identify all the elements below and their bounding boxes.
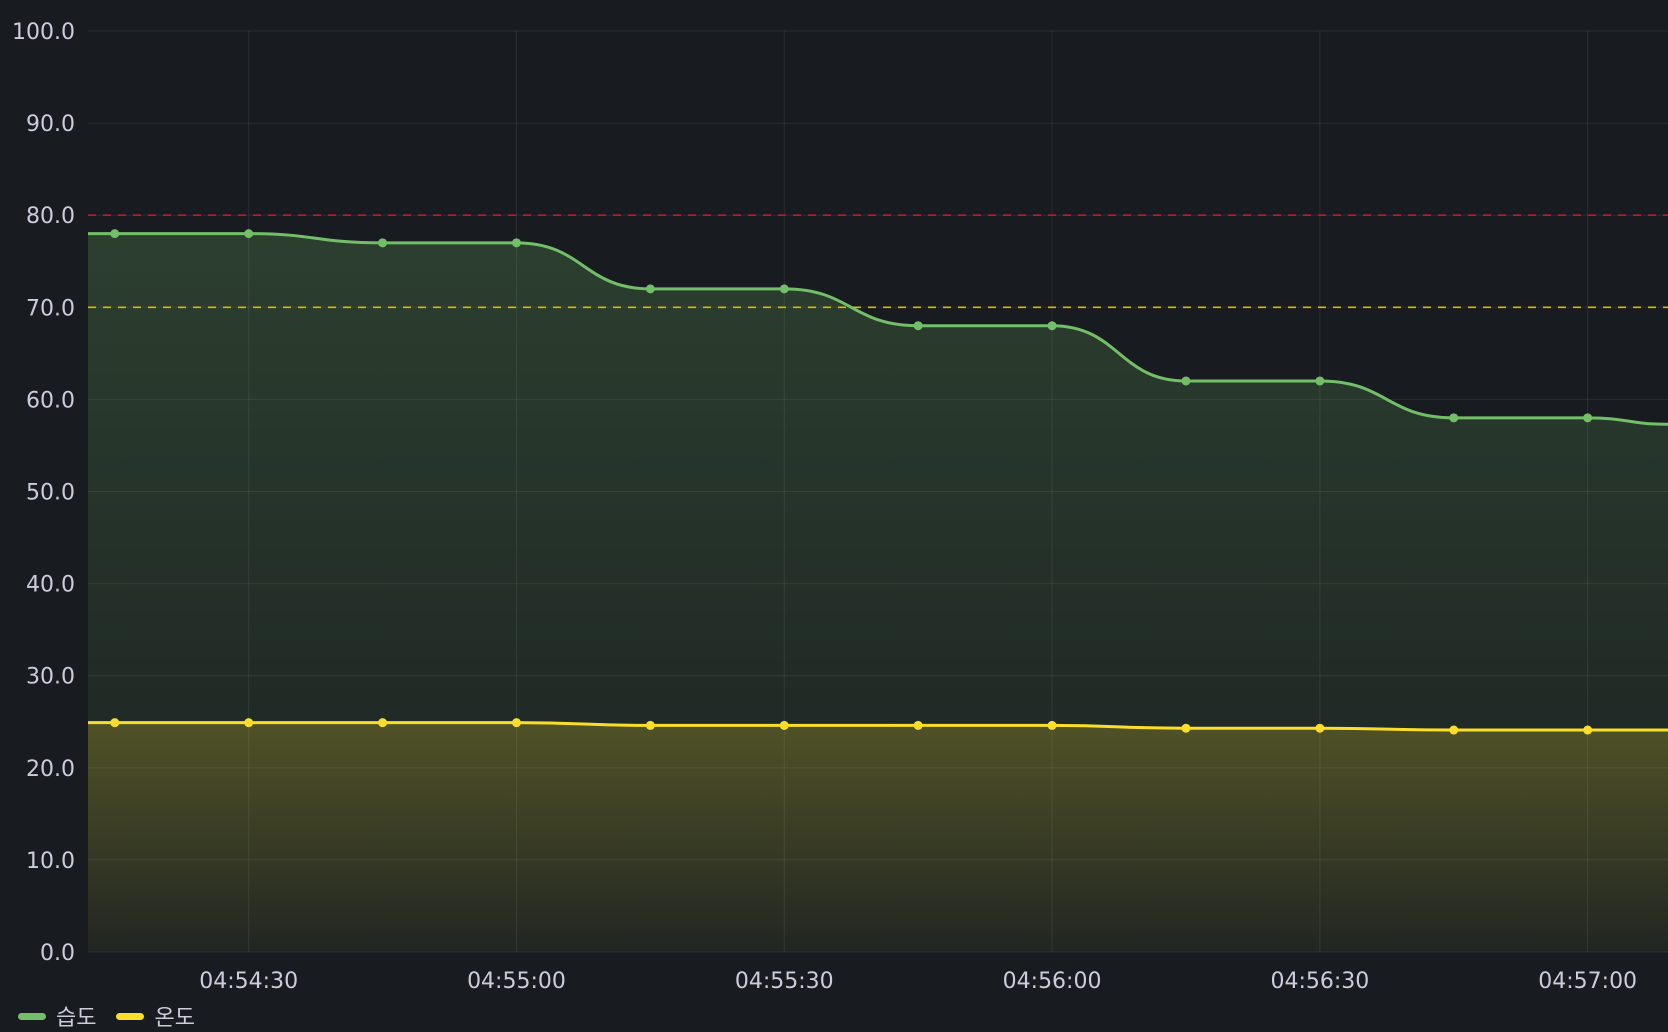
- data-point-temperature: [1047, 720, 1057, 730]
- data-point-temperature: [645, 720, 655, 730]
- y-tick-label: 100.0: [12, 20, 75, 45]
- x-tick-label: 04:56:30: [1270, 969, 1369, 994]
- y-tick-label: 20.0: [26, 757, 75, 782]
- data-point-temperature: [1583, 725, 1593, 735]
- x-tick-label: 04:57:00: [1538, 969, 1637, 994]
- data-point-humidity: [244, 229, 254, 239]
- data-point-temperature: [511, 718, 521, 728]
- data-point-temperature: [1449, 725, 1459, 735]
- x-tick-label: 04:56:00: [1003, 969, 1102, 994]
- legend-label-temperature: 온도: [154, 1006, 195, 1031]
- series-line-humidity: [87, 232, 1668, 426]
- y-tick-label: 60.0: [26, 388, 75, 413]
- legend-swatch-humidity: [18, 1012, 46, 1020]
- series-line-temperature: [88, 721, 1668, 732]
- y-tick-label: 80.0: [26, 204, 75, 229]
- y-tick-label: 0.0: [40, 941, 75, 966]
- data-point-temperature: [1315, 723, 1325, 733]
- data-point-temperature: [1181, 723, 1191, 733]
- series-area-temperature: [88, 722, 1668, 952]
- data-point-temperature: [110, 718, 120, 728]
- y-tick-label: 30.0: [26, 665, 75, 690]
- y-tick-label: 10.0: [26, 849, 75, 874]
- y-tick-label: 50.0: [26, 481, 75, 506]
- data-point-humidity: [1315, 376, 1325, 386]
- data-point-temperature: [244, 718, 254, 728]
- legend-label-humidity: 습도: [56, 1006, 97, 1031]
- x-tick-label: 04:54:30: [199, 969, 298, 994]
- x-tick-label: 04:55:30: [735, 969, 834, 994]
- chart-legend: 습도 온도: [18, 1000, 195, 1032]
- x-tick-label: 04:55:00: [467, 969, 566, 994]
- data-point-temperature: [779, 720, 789, 730]
- data-point-humidity: [645, 284, 655, 294]
- y-tick-label: 70.0: [26, 296, 75, 321]
- data-point-humidity: [779, 284, 789, 294]
- data-point-humidity: [1449, 413, 1459, 423]
- legend-item-humidity[interactable]: 습도: [18, 1000, 96, 1032]
- data-point-humidity: [1583, 413, 1593, 423]
- data-point-humidity: [1047, 321, 1057, 331]
- y-tick-label: 90.0: [26, 112, 75, 137]
- y-tick-label: 40.0: [26, 573, 75, 598]
- data-point-temperature: [378, 718, 388, 728]
- legend-item-temperature[interactable]: 온도: [116, 1000, 195, 1032]
- data-point-humidity: [511, 238, 521, 248]
- legend-swatch-temperature: [116, 1012, 145, 1020]
- data-point-humidity: [378, 238, 388, 248]
- data-point-humidity: [913, 321, 923, 331]
- data-point-humidity: [1181, 376, 1191, 386]
- data-point-humidity: [110, 229, 120, 239]
- data-point-temperature: [913, 720, 923, 730]
